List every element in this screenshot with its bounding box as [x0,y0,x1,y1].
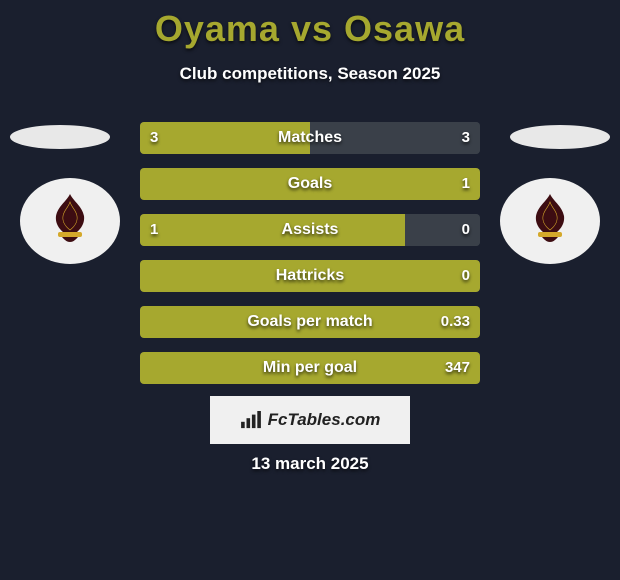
stat-row: Goals1 [140,168,480,200]
bar-left [140,214,405,246]
bar-left [140,352,480,384]
stat-row: Goals per match0.33 [140,306,480,338]
fleur-icon [528,192,572,250]
player-oval-left [10,125,110,149]
comparison-chart: Matches33 Goals1 Assists10 Hattricks0 Goals … [140,122,480,398]
subtitle: Club competitions, Season 2025 [0,64,620,84]
bar-right [310,122,480,154]
branding-text: FcTables.com [268,410,381,430]
bar-left [140,306,480,338]
club-crest-right [500,178,600,264]
bar-right [405,214,480,246]
title-left: Oyama [155,8,280,49]
page-title: Oyama vs Osawa [0,0,620,50]
fleur-icon [48,192,92,250]
branding-badge: FcTables.com [210,396,410,444]
bar-left [140,122,310,154]
title-right: Osawa [344,8,465,49]
stat-row: Matches33 [140,122,480,154]
club-crest-left [20,178,120,264]
stat-row: Hattricks0 [140,260,480,292]
title-vs: vs [291,8,333,49]
bars-icon [240,411,262,429]
bar-left [140,260,480,292]
date-label: 13 march 2025 [0,454,620,474]
stat-row: Min per goal347 [140,352,480,384]
player-oval-right [510,125,610,149]
bar-left [140,168,480,200]
stat-row: Assists10 [140,214,480,246]
